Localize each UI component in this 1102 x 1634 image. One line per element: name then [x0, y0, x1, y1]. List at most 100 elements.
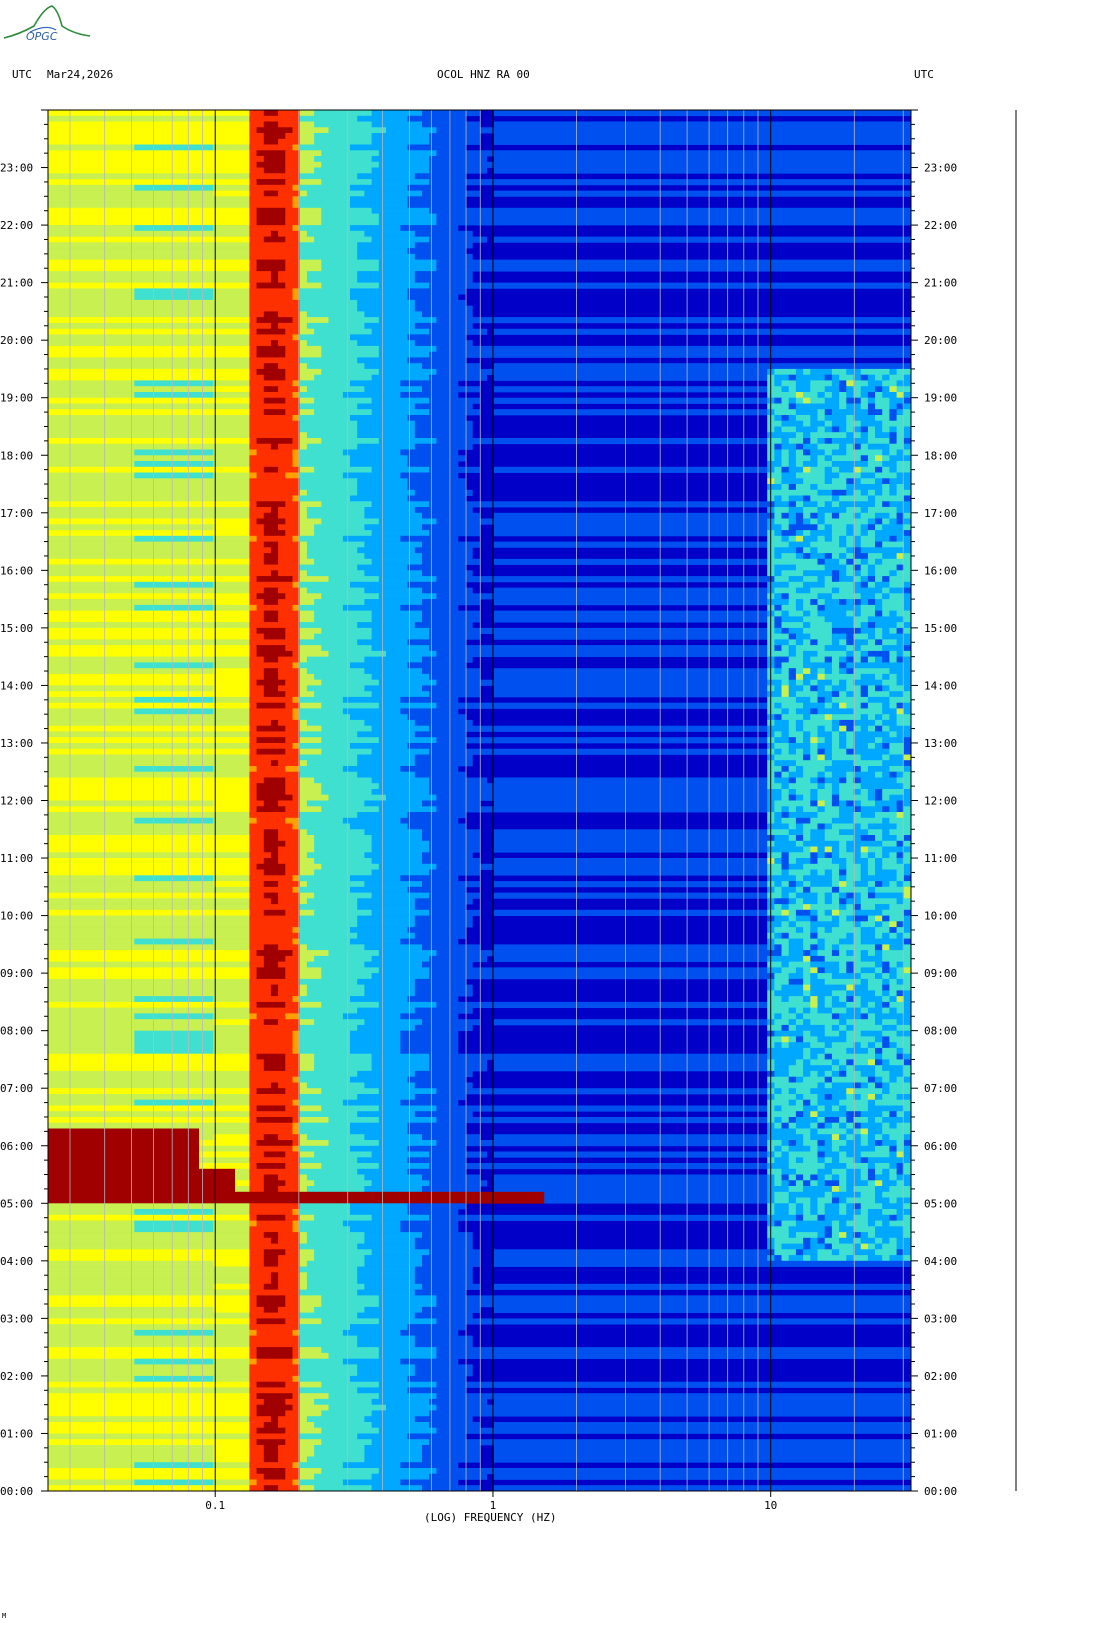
heatmap-cell — [299, 1485, 315, 1492]
heatmap-cell — [48, 1059, 250, 1066]
heatmap-cell — [810, 1174, 818, 1181]
heatmap-cell — [48, 650, 250, 658]
heatmap-cell — [903, 702, 912, 709]
heatmap-cell — [781, 415, 790, 422]
heatmap-cell — [803, 639, 811, 646]
heatmap-cell — [314, 156, 372, 163]
heatmap-cell — [299, 478, 358, 485]
heatmap-cell — [299, 1111, 358, 1118]
heatmap-cell — [839, 915, 847, 922]
heatmap-cell — [249, 679, 257, 686]
heatmap-cell — [882, 1220, 890, 1227]
heatmap-cell — [846, 1151, 862, 1158]
heatmap-cell — [788, 403, 797, 410]
heatmap-cell — [436, 1088, 768, 1095]
heatmap-cell — [263, 691, 286, 698]
heatmap-cell — [249, 541, 265, 548]
heatmap-cell — [292, 1209, 301, 1216]
heatmap-cell — [249, 846, 265, 853]
heatmap-cell — [48, 950, 250, 957]
heatmap-cell — [795, 397, 804, 404]
heatmap-cell — [882, 484, 890, 491]
heatmap-cell — [889, 1111, 897, 1118]
heatmap-cell — [278, 1416, 301, 1423]
heatmap-cell — [903, 541, 912, 548]
heatmap-cell — [795, 760, 833, 767]
heatmap-cell — [249, 1105, 257, 1112]
heatmap-cell — [896, 1007, 905, 1014]
heatmap-cell — [422, 541, 480, 548]
heatmap-cell — [249, 1163, 257, 1170]
heatmap-cell — [860, 524, 869, 531]
heatmap-cell — [263, 1473, 286, 1480]
heatmap-cell — [400, 817, 459, 824]
heatmap-cell — [831, 771, 847, 778]
heatmap-cell — [810, 731, 818, 738]
heatmap-cell — [860, 530, 869, 537]
heatmap-cell — [249, 789, 257, 796]
heatmap-cell — [810, 915, 818, 922]
heatmap-cell — [831, 1013, 840, 1020]
heatmap-cell — [817, 1151, 826, 1158]
heatmap-cell — [270, 1082, 279, 1089]
heatmap-cell — [48, 133, 250, 140]
heatmap-cell — [839, 1232, 847, 1239]
heatmap-cell — [824, 374, 833, 381]
heatmap-cell — [903, 754, 912, 761]
heatmap-cell — [781, 1042, 790, 1049]
heatmap-cell — [213, 668, 250, 675]
heatmap-cell — [299, 1324, 351, 1331]
heatmap-cell — [249, 368, 257, 376]
heatmap-cell — [882, 1209, 897, 1216]
heatmap-cell — [299, 1404, 329, 1411]
heatmap-cell — [839, 789, 854, 796]
heatmap-cell — [896, 650, 905, 658]
heatmap-cell — [414, 622, 473, 629]
heatmap-cell — [48, 1180, 236, 1187]
heatmap-cell — [781, 892, 790, 899]
heatmap-cell — [839, 863, 847, 870]
heatmap-cell — [299, 869, 315, 876]
heatmap-cell — [249, 622, 301, 629]
heatmap-cell — [342, 708, 401, 715]
heatmap-cell — [378, 737, 437, 744]
heatmap-cell — [788, 449, 797, 456]
heatmap-cell — [860, 812, 876, 819]
heatmap-cell — [436, 317, 912, 324]
heatmap-cell — [810, 1134, 833, 1141]
heatmap-cell — [774, 553, 782, 560]
heatmap-cell — [436, 576, 775, 583]
heatmap-cell — [831, 593, 862, 600]
heatmap-cell — [882, 461, 897, 468]
heatmap-cell — [795, 1076, 804, 1083]
heatmap-cell — [249, 294, 293, 301]
heatmap-cell — [875, 1076, 883, 1083]
heatmap-cell — [299, 230, 308, 237]
heatmap-cell — [803, 1036, 818, 1043]
heatmap-cell — [249, 1157, 301, 1164]
heatmap-cell — [299, 1445, 315, 1452]
heatmap-cell — [860, 863, 869, 870]
heatmap-cell — [831, 823, 854, 830]
heatmap-cell — [407, 927, 466, 934]
heatmap-cell — [896, 898, 905, 905]
heatmap-cell — [788, 719, 797, 727]
heatmap-cell — [342, 1220, 401, 1227]
heatmap-cell — [882, 679, 897, 686]
heatmap-cell — [839, 535, 847, 542]
heatmap-cell — [436, 863, 768, 870]
heatmap-cell — [795, 794, 804, 801]
heatmap-cell — [299, 955, 315, 963]
heatmap-cell — [846, 1047, 869, 1055]
heatmap-cell — [860, 581, 869, 588]
heatmap-cell — [803, 1019, 811, 1026]
heatmap-cell — [493, 190, 912, 197]
heatmap-cell — [134, 708, 214, 715]
heatmap-cell — [860, 783, 905, 790]
heatmap-cell — [400, 449, 459, 456]
heatmap-cell — [817, 1145, 833, 1152]
y-tick-label-left: 01:00 — [0, 1427, 33, 1440]
heatmap-cell — [278, 760, 301, 767]
heatmap-cell — [414, 1416, 473, 1423]
heatmap-cell — [882, 656, 890, 663]
